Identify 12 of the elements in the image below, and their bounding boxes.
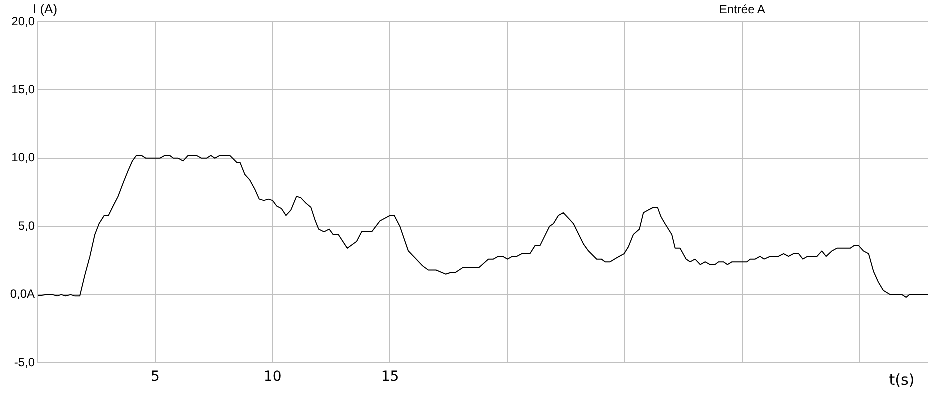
y-tick-label: 10,0 (12, 150, 36, 165)
y-tick-label: 20,0 (12, 14, 36, 28)
y-tick-label: -5,0 (14, 355, 36, 370)
chart-title: Entrée A (719, 2, 766, 16)
y-tick-label: 15,0 (12, 82, 36, 97)
x-axis-title: t(s) (889, 370, 915, 389)
y-axis-title: I (A) (33, 2, 58, 17)
x-tick-label: 5 (150, 369, 160, 386)
x-tick-label: 10 (264, 369, 282, 386)
y-tick-label: 5,0 (18, 218, 36, 233)
y-tick-label: 0,0A (10, 287, 35, 302)
x-tick-label: 15 (381, 369, 400, 386)
